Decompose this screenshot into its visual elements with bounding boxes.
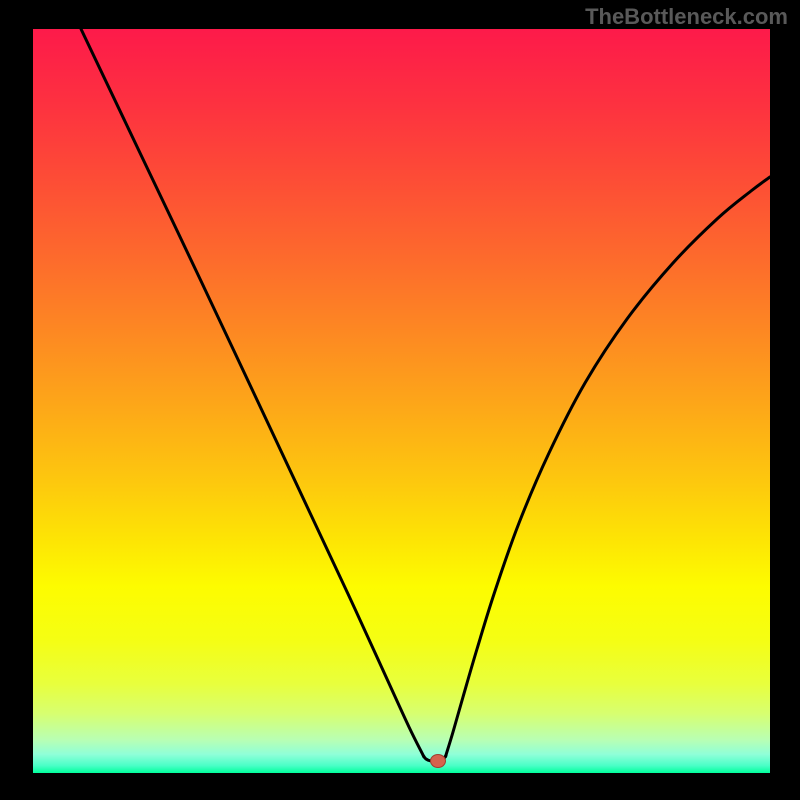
apex-marker [430,754,446,768]
watermark-text: TheBottleneck.com [585,4,788,30]
chart-plot-area [33,29,770,773]
gradient-background [33,29,770,773]
